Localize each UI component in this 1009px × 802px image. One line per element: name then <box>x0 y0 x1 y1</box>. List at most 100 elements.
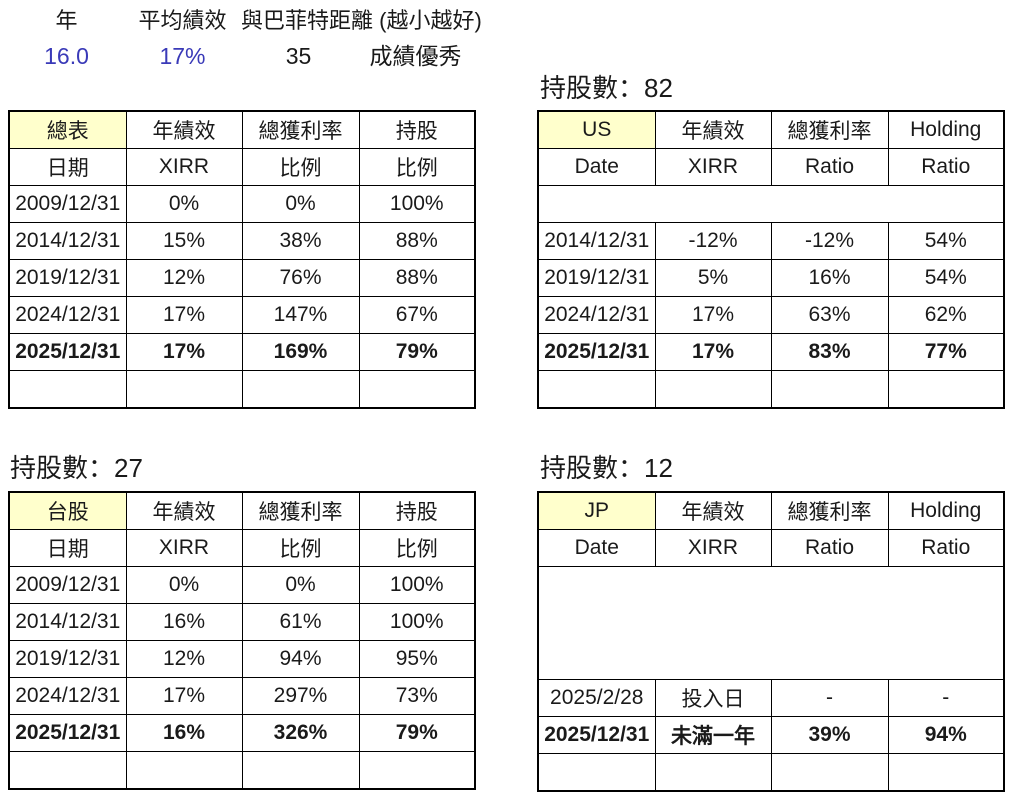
date-cell[interactable]: 2019/12/31 <box>8 259 127 297</box>
header-cell[interactable]: Holding <box>887 110 1005 149</box>
value-cell[interactable]: 17% <box>654 296 772 334</box>
value-cell[interactable]: 67% <box>358 296 476 334</box>
date-cell[interactable]: 2009/12/31 <box>8 185 127 223</box>
value-cell[interactable]: 0% <box>125 185 243 223</box>
date-cell[interactable]: 2014/12/31 <box>8 222 127 260</box>
header-cell[interactable]: 總獲利率 <box>241 491 360 530</box>
empty-cell[interactable] <box>537 370 656 409</box>
stat-year-label[interactable]: 年 <box>55 8 78 33</box>
value-cell[interactable]: 88% <box>358 259 476 297</box>
empty-cell[interactable] <box>125 370 243 409</box>
value-cell[interactable]: 147% <box>241 296 360 334</box>
value-cell[interactable]: 投入日 <box>654 679 772 717</box>
header-cell[interactable]: 總獲利率 <box>241 110 360 149</box>
header-cell[interactable]: 持股 <box>358 110 476 149</box>
value-cell[interactable]: 77% <box>887 333 1005 371</box>
date-cell[interactable]: 2025/2/28 <box>537 679 656 717</box>
empty-cell[interactable] <box>241 751 360 790</box>
value-cell[interactable]: 100% <box>358 603 476 641</box>
value-cell[interactable]: 16% <box>770 259 889 297</box>
holdings-count-jp[interactable]: 持股數：12 <box>540 453 673 483</box>
subheader-cell[interactable]: 比例 <box>241 529 360 567</box>
stat-buffett-value[interactable]: 35 <box>285 43 312 69</box>
value-cell[interactable]: 16% <box>125 714 243 752</box>
date-cell[interactable]: 2014/12/31 <box>537 222 656 260</box>
value-cell[interactable]: 61% <box>241 603 360 641</box>
value-cell[interactable]: 76% <box>241 259 360 297</box>
empty-cell[interactable] <box>125 751 243 790</box>
value-cell[interactable]: 38% <box>241 222 360 260</box>
holdings-count-tw[interactable]: 持股數：27 <box>10 453 143 483</box>
date-cell[interactable]: 2025/12/31 <box>537 716 656 754</box>
value-cell[interactable]: 73% <box>358 677 476 715</box>
date-cell[interactable]: 2024/12/31 <box>537 296 656 334</box>
empty-cell[interactable] <box>770 753 889 792</box>
date-cell[interactable]: 2024/12/31 <box>8 677 127 715</box>
value-cell[interactable]: - <box>770 679 889 717</box>
value-cell[interactable]: 83% <box>770 333 889 371</box>
value-cell[interactable]: 100% <box>358 566 476 604</box>
subheader-cell[interactable]: 比例 <box>241 148 360 186</box>
date-cell[interactable]: 2009/12/31 <box>8 566 127 604</box>
value-cell[interactable]: 54% <box>887 222 1005 260</box>
empty-cell[interactable] <box>654 753 772 792</box>
subheader-cell[interactable]: Ratio <box>770 529 889 567</box>
value-cell[interactable]: 0% <box>125 566 243 604</box>
value-cell[interactable]: 169% <box>241 333 360 371</box>
header-cell[interactable]: 總獲利率 <box>770 491 889 530</box>
stat-year-value[interactable]: 16.0 <box>44 43 89 69</box>
subheader-cell[interactable]: XIRR <box>654 148 772 186</box>
date-cell[interactable]: 2019/12/31 <box>8 640 127 678</box>
value-cell[interactable]: 88% <box>358 222 476 260</box>
holdings-count-us[interactable]: 持股數：82 <box>540 73 673 103</box>
subheader-cell[interactable]: XIRR <box>125 529 243 567</box>
value-cell[interactable]: -12% <box>654 222 772 260</box>
value-cell[interactable]: 16% <box>125 603 243 641</box>
value-cell[interactable]: 94% <box>887 716 1005 754</box>
subheader-cell[interactable]: Date <box>537 529 656 567</box>
empty-merged-cell[interactable] <box>537 185 1005 223</box>
stat-avg-perf-value[interactable]: 17% <box>159 43 206 69</box>
header-cell[interactable]: Holding <box>887 491 1005 530</box>
value-cell[interactable]: 63% <box>770 296 889 334</box>
header-cell[interactable]: 總獲利率 <box>770 110 889 149</box>
value-cell[interactable]: 17% <box>125 296 243 334</box>
date-cell[interactable]: 2025/12/31 <box>8 714 127 752</box>
date-cell[interactable]: 2014/12/31 <box>8 603 127 641</box>
value-cell[interactable]: 79% <box>358 333 476 371</box>
empty-cell[interactable] <box>887 753 1005 792</box>
subheader-cell[interactable]: Ratio <box>887 148 1005 186</box>
subheader-cell[interactable]: 日期 <box>8 529 127 567</box>
header-cell[interactable]: 年績效 <box>654 110 772 149</box>
value-cell[interactable]: 79% <box>358 714 476 752</box>
value-cell[interactable]: 17% <box>125 333 243 371</box>
value-cell[interactable]: 12% <box>125 259 243 297</box>
subheader-cell[interactable]: XIRR <box>125 148 243 186</box>
value-cell[interactable]: 62% <box>887 296 1005 334</box>
empty-cell[interactable] <box>241 370 360 409</box>
value-cell[interactable]: 100% <box>358 185 476 223</box>
value-cell[interactable]: 39% <box>770 716 889 754</box>
stat-avg-perf-label[interactable]: 平均績效 <box>138 8 227 33</box>
value-cell[interactable]: 17% <box>125 677 243 715</box>
value-cell[interactable]: 17% <box>654 333 772 371</box>
header-cell[interactable]: 年績效 <box>125 110 243 149</box>
value-cell[interactable]: 95% <box>358 640 476 678</box>
empty-cell[interactable] <box>770 370 889 409</box>
value-cell[interactable]: 未滿一年 <box>654 716 772 754</box>
empty-cell[interactable] <box>537 753 656 792</box>
header-cell[interactable]: 持股 <box>358 491 476 530</box>
subheader-cell[interactable]: Date <box>537 148 656 186</box>
value-cell[interactable]: 54% <box>887 259 1005 297</box>
subheader-cell[interactable]: XIRR <box>654 529 772 567</box>
table-title-cell[interactable]: 總表 <box>8 110 127 149</box>
value-cell[interactable]: 326% <box>241 714 360 752</box>
date-cell[interactable]: 2025/12/31 <box>537 333 656 371</box>
empty-cell[interactable] <box>887 370 1005 409</box>
subheader-cell[interactable]: 比例 <box>358 148 476 186</box>
value-cell[interactable]: 5% <box>654 259 772 297</box>
header-cell[interactable]: 年績效 <box>654 491 772 530</box>
subheader-cell[interactable]: 比例 <box>358 529 476 567</box>
empty-cell[interactable] <box>654 370 772 409</box>
table-title-cell[interactable]: JP <box>537 491 656 530</box>
